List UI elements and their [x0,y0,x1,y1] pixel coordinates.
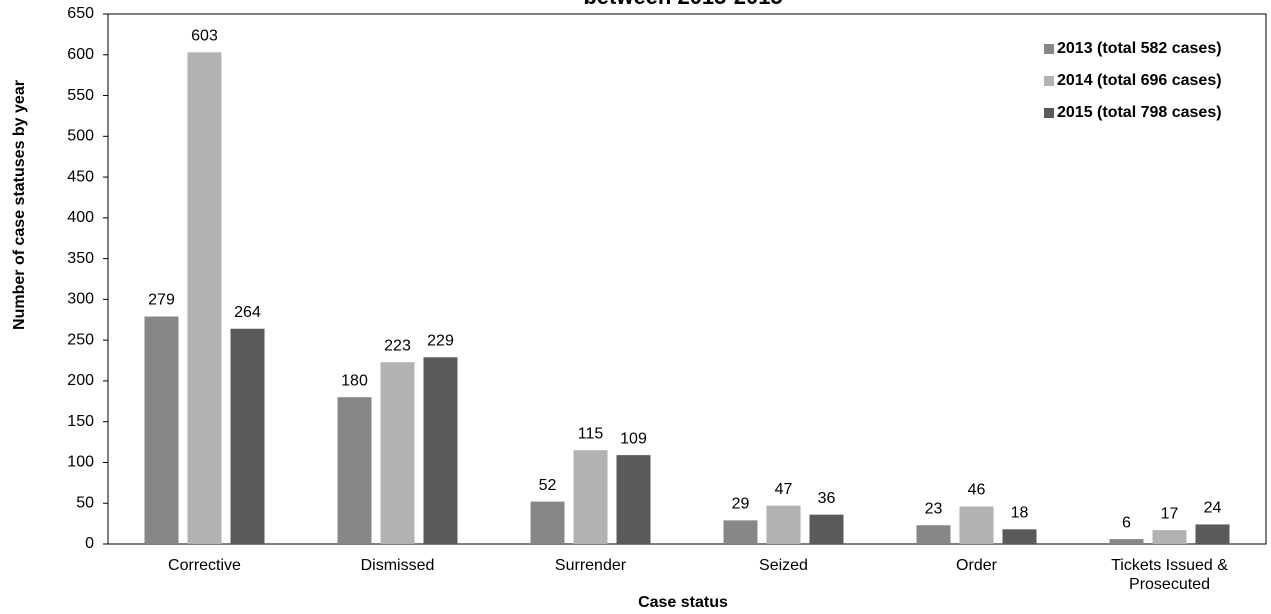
x-tick-label: Dismissed [360,557,435,574]
y-tick-label: 600 [67,46,94,63]
value-label: 23 [925,500,943,517]
bar [187,52,222,544]
legend-swatch [1044,76,1054,86]
y-tick-label: 350 [67,250,94,267]
bar [1109,539,1144,544]
value-label: 18 [1011,505,1029,522]
y-tick-label: 100 [67,454,94,471]
x-axis-label: Case status [638,594,728,611]
value-label: 46 [968,482,986,499]
bar [916,525,951,544]
bar [337,397,372,544]
value-label: 180 [341,372,368,389]
legend-swatch [1044,44,1054,54]
legend-label: 2015 (total 798 cases) [1057,104,1222,121]
x-tick-label: Tickets Issued & Prosecuted [1111,557,1228,593]
bar [230,328,265,544]
y-tick-label: 0 [85,535,94,552]
bar [423,357,458,544]
x-tick-label: Seized [759,557,808,574]
x-tick-label: Corrective [168,557,241,574]
value-label: 6 [1122,514,1131,531]
bar [766,505,801,544]
value-label: 109 [620,430,647,447]
value-label: 24 [1204,500,1222,517]
x-tick-label: Order [956,557,997,574]
bar [1152,530,1187,544]
y-tick-label: 300 [67,291,94,308]
y-tick-label: 550 [67,87,94,104]
y-tick-label: 650 [67,5,94,22]
value-label: 279 [148,292,175,309]
y-axis-label: Number of case statuses by year [11,80,28,330]
y-tick-label: 400 [67,209,94,226]
bar [530,501,565,544]
value-label: 603 [191,28,218,45]
y-tick-label: 200 [67,372,94,389]
y-tick-label: 450 [67,168,94,185]
bar [1195,524,1230,544]
bar [144,316,179,544]
y-tick-label: 500 [67,128,94,145]
bar [809,514,844,544]
value-label: 36 [818,490,836,507]
legend-label: 2014 (total 696 cases) [1057,72,1222,89]
y-tick-label: 50 [76,494,94,511]
y-tick-label: 250 [67,331,94,348]
legend-swatch [1044,108,1054,118]
value-label: 47 [775,481,793,498]
plot-frame [107,13,1267,545]
bar [573,450,608,544]
legend-label: 2013 (total 582 cases) [1057,40,1222,57]
value-label: 17 [1161,505,1179,522]
chart-title: between 2013-2015 [583,0,782,9]
value-label: 223 [384,337,411,354]
x-tick-label: Surrender [554,557,627,574]
bar [616,455,651,544]
bar [723,520,758,544]
value-label: 29 [732,496,750,513]
value-label: 229 [427,332,454,349]
value-label: 264 [234,304,261,321]
y-tick-label: 150 [67,413,94,430]
bar [959,506,994,544]
value-label: 52 [539,477,557,494]
bar [380,362,415,544]
bar [1002,529,1037,544]
value-label: 115 [578,425,604,442]
